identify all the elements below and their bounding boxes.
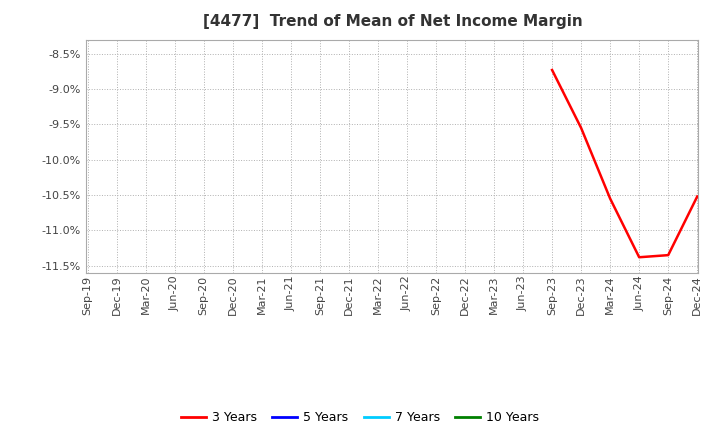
Legend: 3 Years, 5 Years, 7 Years, 10 Years: 3 Years, 5 Years, 7 Years, 10 Years — [176, 407, 544, 429]
Title: [4477]  Trend of Mean of Net Income Margin: [4477] Trend of Mean of Net Income Margi… — [202, 14, 582, 29]
